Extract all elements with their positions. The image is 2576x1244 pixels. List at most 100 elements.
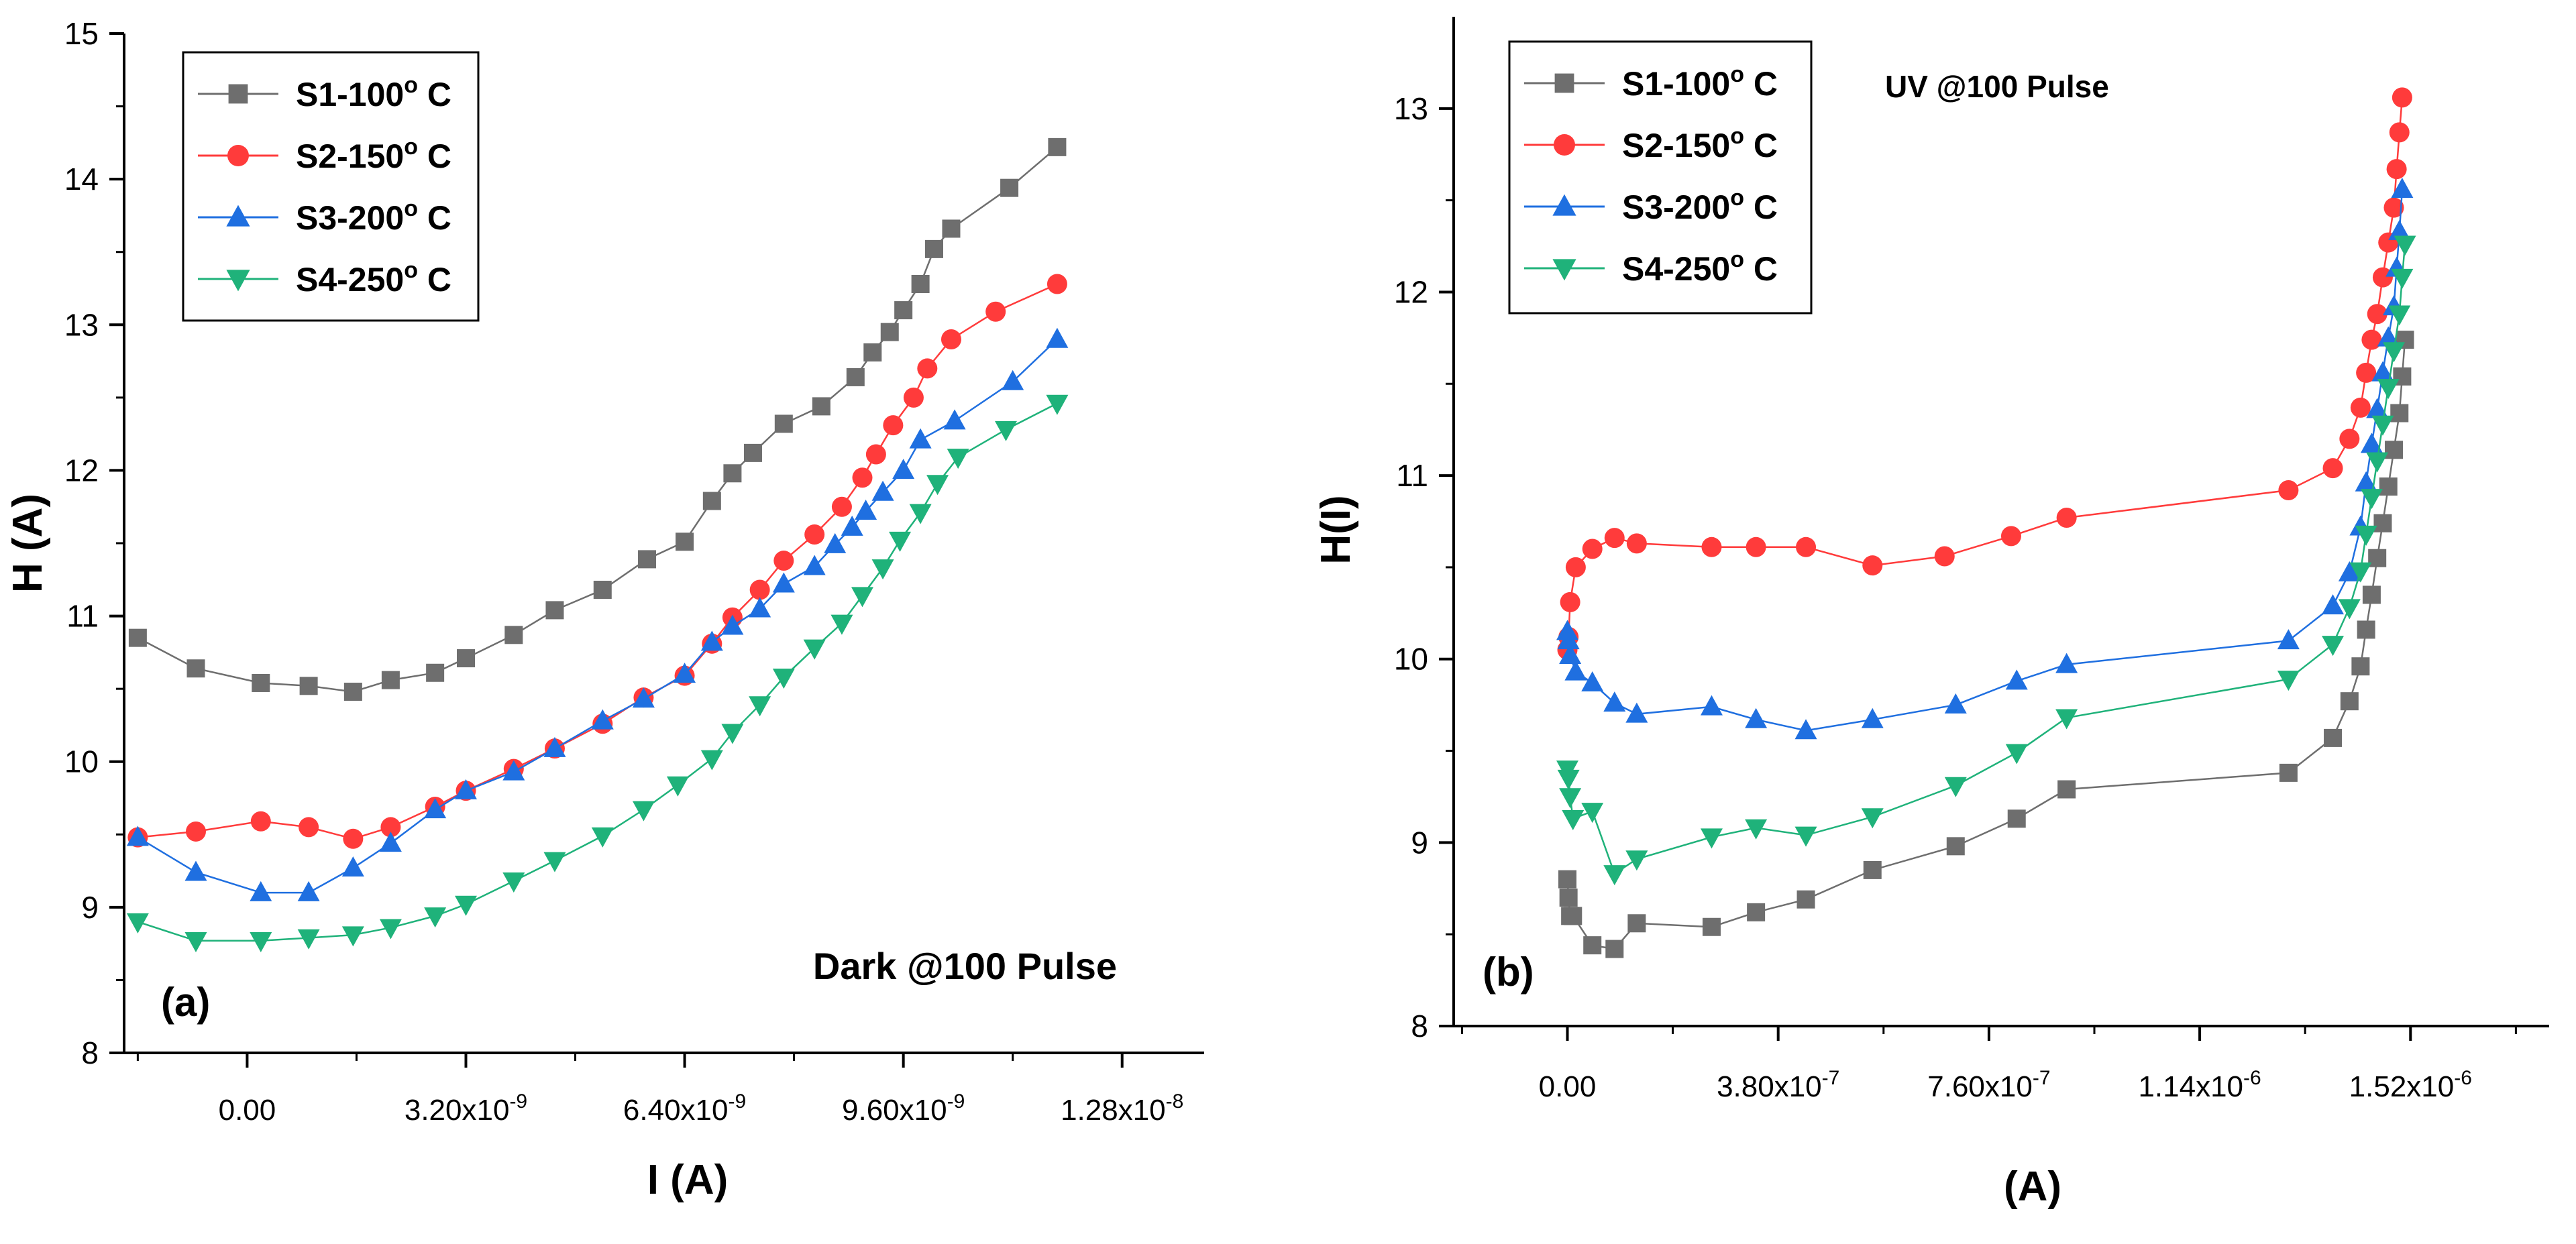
data-point (926, 475, 949, 496)
data-point (863, 343, 882, 362)
data-point (2055, 709, 2078, 730)
series-s4 (1556, 235, 2416, 886)
data-point (502, 872, 525, 893)
data-point (2377, 326, 2400, 347)
data-point (1861, 808, 1884, 829)
data-point (2371, 415, 2394, 436)
data-point (1700, 695, 1723, 716)
legend-unit: C (1744, 250, 1778, 288)
data-point (456, 649, 475, 668)
x-tick-mantissa: 9.60x10 (842, 1094, 947, 1127)
x-tick-mantissa: 7.60x10 (1927, 1070, 2033, 1103)
data-point (889, 531, 912, 552)
y-tick-label: 12 (1394, 274, 1428, 309)
legend-unit: C (1744, 188, 1778, 226)
data-point (2372, 267, 2393, 288)
data-point (911, 274, 930, 293)
legend-name: S3-200 (296, 199, 404, 237)
y-tick-label: 14 (64, 162, 99, 196)
series-s1 (128, 137, 1067, 701)
series-line (137, 339, 1058, 894)
data-point (1565, 557, 1586, 577)
data-point (128, 628, 147, 647)
data-point (865, 444, 886, 465)
data-point (917, 358, 938, 379)
data-point (772, 669, 795, 689)
data-point (1796, 890, 1815, 909)
legend-label: S2-150o C (1622, 123, 1778, 164)
x-tick-exponent: -8 (1166, 1090, 1184, 1113)
data-point (1861, 708, 1884, 728)
x-tick-mantissa: 3.80x10 (1717, 1070, 1822, 1103)
x-tick-mantissa: 0.00 (219, 1094, 276, 1127)
data-point (2055, 653, 2078, 673)
data-point (2362, 585, 2381, 604)
legend-item: S1-100o C (198, 72, 451, 113)
data-point (341, 856, 364, 877)
data-point (2361, 329, 2382, 350)
legend-unit: C (1744, 65, 1778, 103)
series-line (1566, 339, 2406, 950)
data-point (1559, 644, 1582, 665)
legend-label: S3-200o C (296, 196, 451, 237)
data-point (2056, 508, 2077, 528)
data-point (743, 443, 762, 462)
x-tick-exponent: -9 (729, 1090, 747, 1113)
x-tick-label: 1.14x10-6 (2138, 1067, 2261, 1103)
data-point (824, 532, 847, 553)
legend-unit: C (418, 137, 451, 175)
x-tick-exponent: -9 (947, 1090, 965, 1113)
x-tick-mantissa: 1.28x10 (1061, 1094, 1166, 1127)
data-point (903, 387, 924, 408)
data-point (803, 639, 826, 660)
legend-marker (228, 84, 248, 104)
data-point (1745, 708, 1768, 728)
legend-degree: o (1730, 247, 1744, 272)
data-point (749, 579, 770, 600)
data-point (2355, 471, 2377, 492)
data-point (2366, 452, 2389, 473)
x-tick-exponent: -7 (2033, 1067, 2051, 1089)
data-point (2356, 362, 2377, 383)
data-point (1944, 693, 1967, 714)
data-point (2391, 268, 2414, 289)
data-point (1557, 769, 1580, 790)
data-point (343, 682, 362, 701)
data-point (2388, 305, 2411, 326)
condition-annotation: UV @100 Pulse (1885, 69, 2109, 104)
data-point (1604, 528, 1625, 549)
data-point (2373, 514, 2392, 532)
data-point (184, 860, 207, 881)
data-point (804, 524, 825, 545)
x-tick-mantissa: 3.20x10 (405, 1094, 510, 1127)
data-point (2382, 342, 2405, 363)
y-tick-label: 13 (64, 307, 99, 342)
x-tick-label: 1.28x10-8 (1061, 1090, 1183, 1127)
legend-marker (1552, 259, 1576, 281)
data-point (2322, 636, 2345, 657)
data-point (2007, 809, 2026, 828)
y-axis-title: H (A) (5, 494, 51, 593)
legend-item: S4-250o C (198, 258, 451, 298)
series-s2 (127, 274, 1067, 849)
data-point (2390, 404, 2409, 422)
x-tick-exponent: -7 (1822, 1067, 1840, 1089)
data-point (2278, 479, 2299, 500)
legend-item: S4-250o C (1524, 247, 1778, 288)
y-tick-label: 11 (1396, 458, 1428, 493)
data-point (2377, 378, 2400, 399)
data-point (454, 779, 477, 799)
data-point (985, 301, 1006, 322)
x-tick-exponent: -9 (509, 1090, 527, 1113)
data-point (341, 926, 364, 947)
data-point (2392, 87, 2412, 108)
x-tick-mantissa: 1.14x10 (2138, 1070, 2243, 1103)
data-point (773, 551, 794, 571)
legend-label: S1-100o C (1622, 62, 1778, 103)
data-point (855, 499, 877, 520)
data-point (1002, 370, 1024, 390)
x-tick-label: 6.40x10-9 (623, 1090, 746, 1127)
data-point (1559, 788, 1582, 809)
data-point (1582, 539, 1603, 559)
